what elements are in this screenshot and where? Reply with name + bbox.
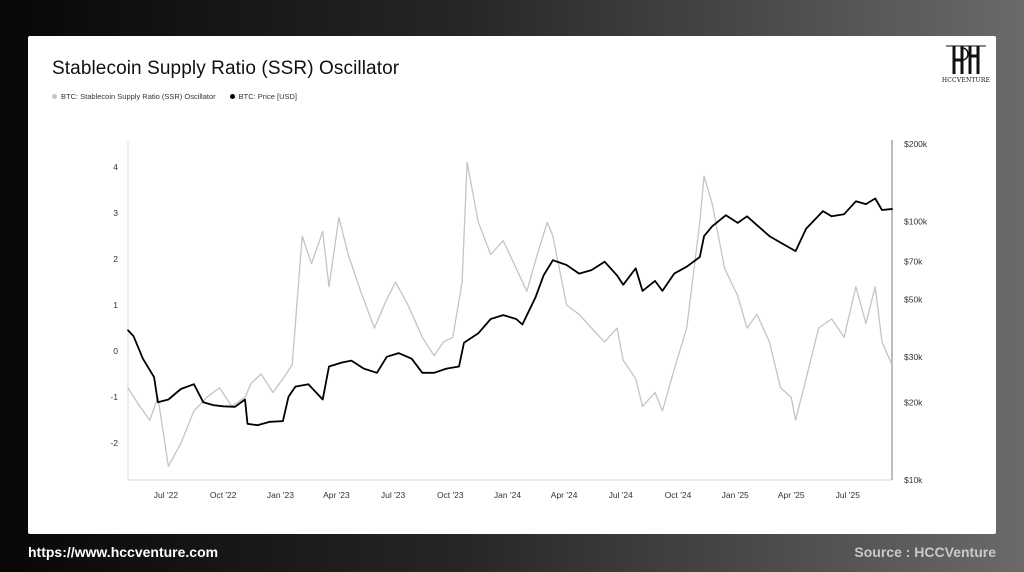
y-right-tick-label: $20k [904,397,923,407]
y-right-tick-label: $200k [904,139,928,149]
x-tick-label: Jan '23 [267,490,294,500]
footer-source: Source : HCCVenture [854,544,996,560]
chart-title: Stablecoin Supply Ratio (SSR) Oscillator [52,58,400,79]
hccventure-logo: HCCVENTURE [940,42,992,86]
ssr-oscillator-line [127,161,893,467]
chart-card: Stablecoin Supply Ratio (SSR) Oscillator… [28,36,996,534]
legend-label-price: BTC: Price [USD] [238,92,297,101]
legend-item-ssr[interactable]: BTC: Stablecoin Supply Ratio (SSR) Oscil… [52,92,216,101]
chart-plot: Jul '22 Oct '22 Jan '23 Apr '23 Jul '23 Oct '… [110,139,928,500]
x-tick-label: Jul '24 [609,490,634,500]
y-left-tick-label: 2 [113,254,118,264]
x-tick-label: Apr '25 [778,490,805,500]
x-tick-label: Jul '25 [836,490,861,500]
x-tick-label: Apr '24 [551,490,578,500]
legend-dot-ssr [52,94,57,99]
btc-price-line [127,197,893,427]
y-left-tick-label: 3 [113,208,118,218]
logo-text: HCCVENTURE [941,77,991,84]
hccventure-logo-mark [946,45,986,74]
y-left-tick-label: 4 [113,162,118,172]
y-right-tick-label: $70k [904,257,923,267]
y-left-tick-label: 0 [113,346,118,356]
footer-url[interactable]: https://www.hccventure.com [28,544,219,560]
y-right-tick-label: $10k [904,475,923,485]
x-tick-label: Apr '23 [323,490,350,500]
x-tick-label: Jan '25 [722,490,749,500]
legend-item-price[interactable]: BTC: Price [USD] [229,92,297,101]
chart-legend: BTC: Stablecoin Supply Ratio (SSR) Oscil… [52,92,297,101]
x-tick-label: Oct '23 [437,490,464,500]
legend-label-ssr: BTC: Stablecoin Supply Ratio (SSR) Oscil… [61,92,216,101]
legend-dot-price [229,94,235,99]
x-tick-label: Jul '22 [154,490,179,500]
y-right-tick-label: $100k [904,217,928,227]
y-right-tick-label: $50k [904,294,923,304]
x-tick-label: Jan '24 [494,490,521,500]
y-right-tick-label: $30k [904,352,923,362]
y-left-tick-label: -1 [110,392,118,402]
x-tick-label: Oct '22 [210,490,237,500]
y-left-tick-label: -2 [110,438,118,448]
x-tick-label: Oct '24 [665,490,692,500]
x-tick-label: Jul '23 [381,490,406,500]
y-left-tick-label: 1 [113,300,118,310]
